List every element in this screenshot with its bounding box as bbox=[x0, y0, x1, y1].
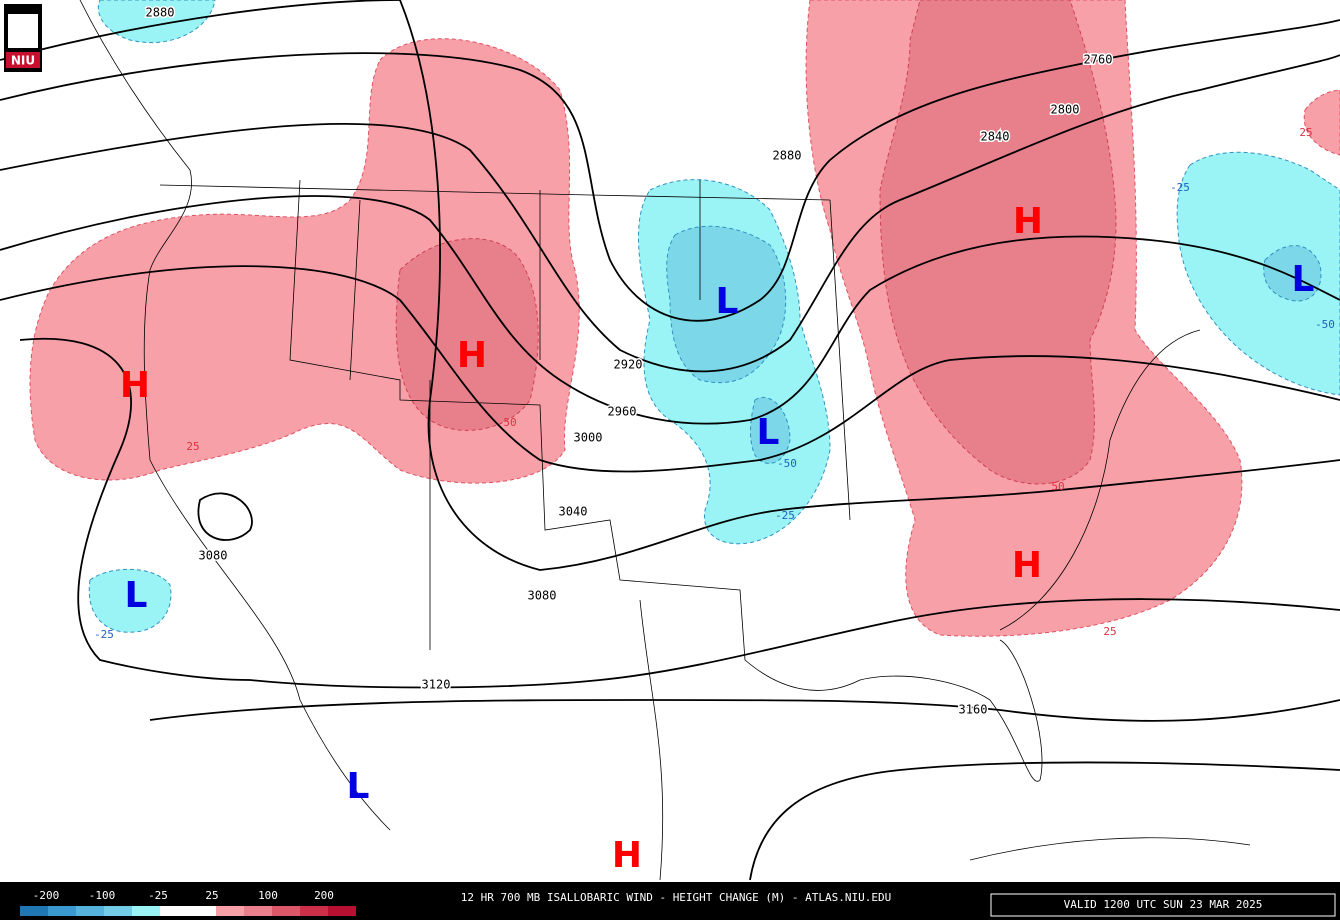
contour-label: 2760 bbox=[1084, 53, 1113, 67]
geography bbox=[79, 0, 1251, 881]
contour-label: 3080 bbox=[528, 589, 557, 603]
change-label: -25 bbox=[94, 628, 114, 641]
valid-time: VALID 1200 UTC SUN 23 MAR 2025 bbox=[1064, 898, 1263, 911]
footer: -200 -100 -25 25 100 200 12 HR 700 MB IS… bbox=[0, 882, 1340, 920]
logo-text: NIU bbox=[11, 54, 35, 68]
contour-label: 3000 bbox=[574, 431, 603, 445]
contour-label: 2880 bbox=[146, 6, 175, 20]
legend-label: 25 bbox=[205, 889, 218, 902]
change-label: -50 bbox=[1315, 318, 1335, 331]
legend-label: -25 bbox=[148, 889, 168, 902]
low-center: L bbox=[757, 412, 780, 453]
contour-label: 2960 bbox=[608, 405, 637, 419]
pressure-centers: H H H H H L L L L L bbox=[120, 201, 1315, 876]
change-label: 25 bbox=[1103, 625, 1116, 638]
contour-label: 2880 bbox=[773, 149, 802, 163]
low-center: L bbox=[1292, 259, 1315, 300]
change-label: 25 bbox=[1299, 126, 1312, 139]
change-label: 50 bbox=[503, 416, 516, 429]
legend-label: -100 bbox=[89, 889, 116, 902]
footer-title: 12 HR 700 MB ISALLOBARIC WIND - HEIGHT C… bbox=[461, 891, 891, 904]
contour-label: 2920 bbox=[614, 358, 643, 372]
change-label: -50 bbox=[777, 457, 797, 470]
contour-label: 3120 bbox=[422, 678, 451, 692]
contour-label: 3160 bbox=[959, 703, 988, 717]
change-label: 25 bbox=[186, 440, 199, 453]
change-label: -25 bbox=[1170, 181, 1190, 194]
high-center: H bbox=[1013, 201, 1043, 242]
high-center: H bbox=[612, 835, 642, 876]
change-label: 50 bbox=[1051, 480, 1064, 493]
high-center: H bbox=[120, 365, 150, 406]
legend-label: 200 bbox=[314, 889, 334, 902]
contour-label: 2840 bbox=[981, 130, 1010, 144]
contour-label: 3040 bbox=[559, 505, 588, 519]
low-center: L bbox=[125, 575, 148, 616]
logo: NIU bbox=[4, 4, 42, 72]
low-center: L bbox=[347, 766, 370, 807]
legend-label: 100 bbox=[258, 889, 278, 902]
legend-label: -200 bbox=[33, 889, 60, 902]
change-label: -25 bbox=[775, 509, 795, 522]
high-center: H bbox=[457, 335, 487, 376]
legend-bar bbox=[20, 906, 356, 916]
height-contours bbox=[0, 0, 1340, 881]
contour-labels: 2880 2760 2800 2840 2880 2920 2960 3000 … bbox=[144, 4, 1114, 718]
low-center: L bbox=[716, 281, 739, 322]
high-center: H bbox=[1012, 545, 1042, 586]
contour-label: 3080 bbox=[199, 549, 228, 563]
contour-label: 2800 bbox=[1051, 103, 1080, 117]
change-labels: 25 -25 -50 50 25 -50 50 -25 -25 25 bbox=[94, 126, 1335, 641]
